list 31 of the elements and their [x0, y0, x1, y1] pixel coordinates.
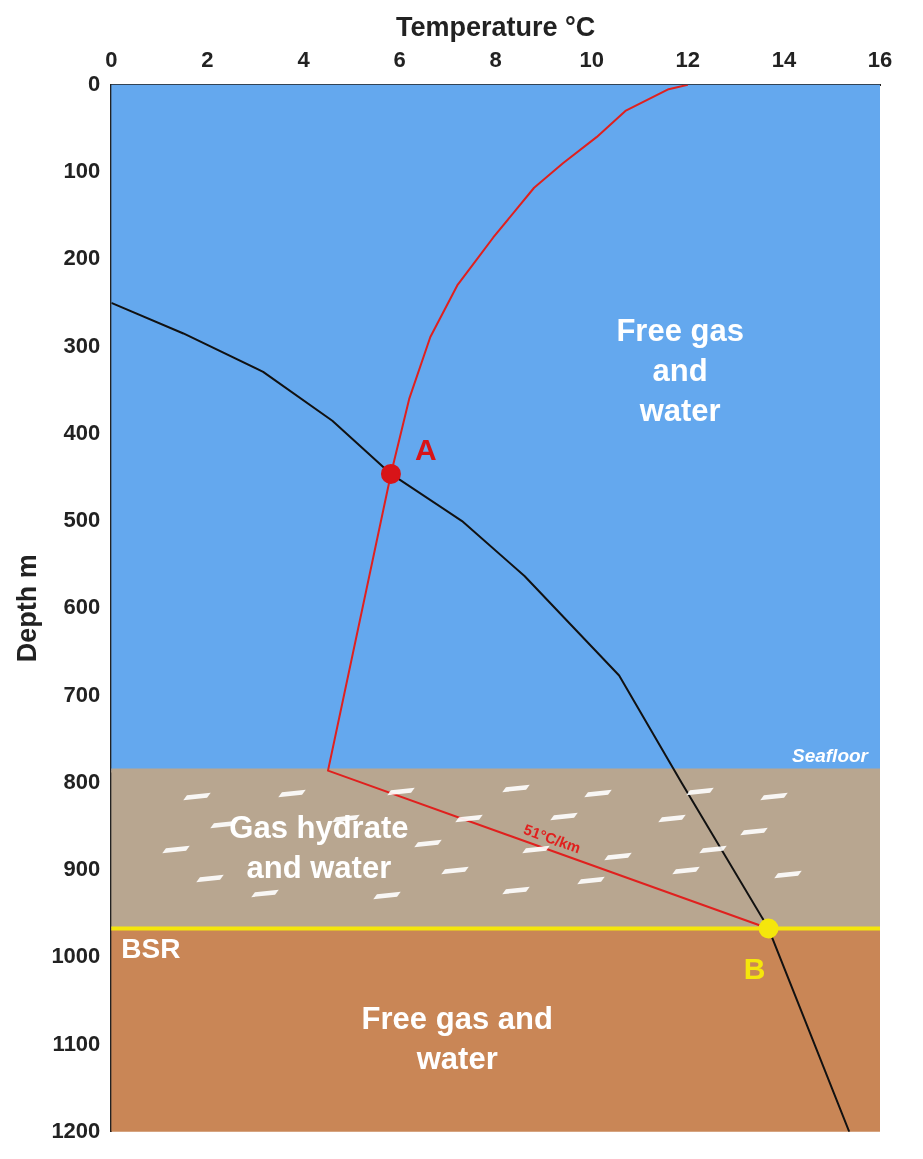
y-tick-label: 700 — [63, 681, 101, 707]
x-tick-label: 2 — [201, 46, 214, 72]
y-tick-label: 1100 — [52, 1030, 101, 1056]
y-tick-label: 1000 — [51, 943, 101, 969]
x-axis-title: Temperature °C — [395, 11, 596, 42]
y-tick-label: 400 — [63, 419, 101, 445]
x-tick-label: 4 — [297, 46, 311, 72]
ref-line-label: BSR — [121, 933, 181, 965]
band-label: Free gas and water — [616, 313, 744, 429]
x-tick-label: 12 — [675, 46, 701, 72]
ref-line-label: Seafloor — [791, 745, 870, 767]
y-tick-label: 0 — [88, 70, 101, 96]
x-tick-label: 16 — [867, 46, 893, 72]
y-tick-label: 600 — [63, 594, 101, 620]
x-tick-label: 0 — [105, 46, 118, 72]
x-tick-label: 10 — [579, 46, 604, 72]
y-tick-label: 500 — [63, 507, 101, 533]
y-axis-title: Depth m — [11, 554, 42, 663]
band-label: Gas hydrate and water — [229, 810, 409, 886]
x-tick-label: 14 — [771, 46, 797, 72]
band-label: Free gas and water — [361, 1000, 553, 1076]
y-tick-label: 300 — [63, 332, 101, 358]
x-tick-label: 6 — [393, 46, 406, 72]
annotation: A — [414, 433, 437, 467]
y-tick-label: 800 — [63, 768, 101, 794]
y-tick-label: 100 — [63, 158, 101, 184]
y-tick-label: 200 — [63, 245, 101, 271]
annotation: B — [743, 951, 766, 985]
y-tick-label: 900 — [63, 856, 101, 882]
y-tick-label: 1200 — [51, 1117, 101, 1143]
x-tick-label: 8 — [489, 46, 502, 72]
